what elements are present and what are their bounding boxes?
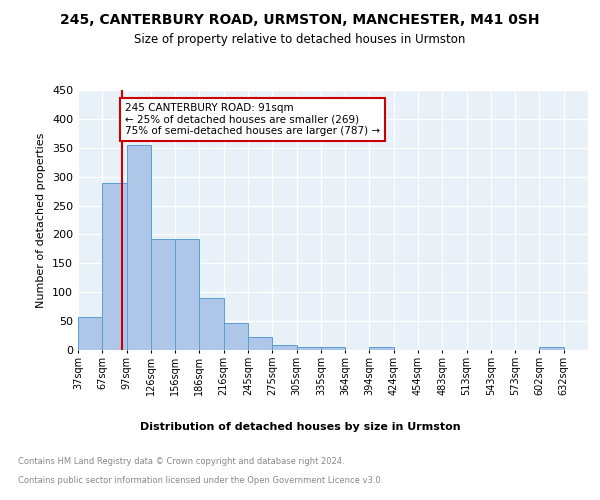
Bar bbox=[296, 347, 321, 350]
Text: Contains HM Land Registry data © Crown copyright and database right 2024.: Contains HM Land Registry data © Crown c… bbox=[18, 458, 344, 466]
Text: Size of property relative to detached houses in Urmston: Size of property relative to detached ho… bbox=[134, 32, 466, 46]
Bar bbox=[321, 347, 345, 350]
Bar bbox=[272, 345, 296, 350]
Bar bbox=[248, 338, 272, 350]
Bar bbox=[224, 324, 248, 350]
Bar bbox=[175, 239, 199, 350]
Bar bbox=[78, 317, 102, 350]
Bar bbox=[127, 146, 151, 350]
Bar bbox=[539, 347, 564, 350]
Bar bbox=[199, 298, 224, 350]
Bar bbox=[102, 183, 127, 350]
Text: Distribution of detached houses by size in Urmston: Distribution of detached houses by size … bbox=[140, 422, 460, 432]
Text: 245 CANTERBURY ROAD: 91sqm
← 25% of detached houses are smaller (269)
75% of sem: 245 CANTERBURY ROAD: 91sqm ← 25% of deta… bbox=[125, 102, 380, 136]
Text: 245, CANTERBURY ROAD, URMSTON, MANCHESTER, M41 0SH: 245, CANTERBURY ROAD, URMSTON, MANCHESTE… bbox=[60, 12, 540, 26]
Bar bbox=[151, 239, 175, 350]
Text: Contains public sector information licensed under the Open Government Licence v3: Contains public sector information licen… bbox=[18, 476, 383, 485]
Y-axis label: Number of detached properties: Number of detached properties bbox=[37, 132, 46, 308]
Bar bbox=[370, 347, 394, 350]
